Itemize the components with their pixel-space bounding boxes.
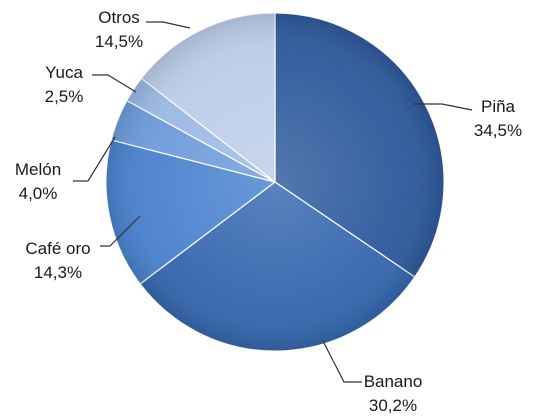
leader-line-otros (146, 21, 191, 29)
data-label-café-oro: Café oro 14,3% (25, 239, 90, 282)
category-label: Café oro (25, 239, 90, 258)
category-label: Melón (15, 160, 61, 179)
data-label-piña: Piña 34,5% (474, 97, 522, 140)
leader-line-piña (414, 103, 473, 111)
data-label-yuca: Yuca 2,5% (45, 63, 84, 106)
data-label-otros: Otros 14,5% (95, 8, 143, 51)
leader-line-banano (322, 340, 362, 383)
value-label: 14,5% (95, 32, 143, 51)
category-label: Yuca (45, 63, 83, 82)
value-label: 30,2% (369, 396, 417, 415)
category-label: Otros (98, 8, 140, 27)
data-label-melón: Melón 4,0% (15, 160, 61, 203)
value-label: 4,0% (19, 184, 58, 203)
leader-line-yuca (92, 74, 137, 93)
value-label: 34,5% (474, 121, 522, 140)
value-label: 14,3% (34, 263, 82, 282)
leader-line-café-oro (100, 215, 141, 247)
category-label: Banano (364, 372, 423, 391)
leader-line-melón (73, 136, 116, 182)
data-label-banano: Banano 30,2% (364, 372, 423, 415)
category-label: Piña (481, 97, 516, 116)
value-label: 2,5% (45, 87, 84, 106)
